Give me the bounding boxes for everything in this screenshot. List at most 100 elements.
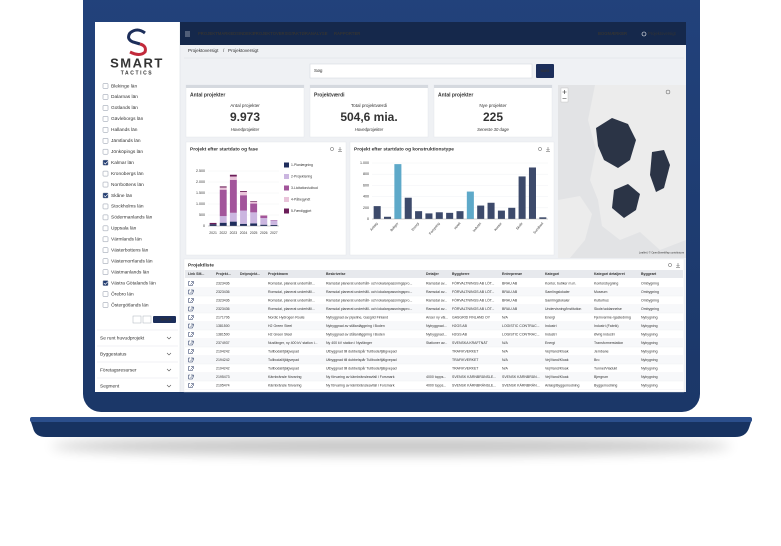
section-label[interactable]: Segment (100, 383, 120, 389)
checkmark (103, 193, 108, 198)
section-label[interactable]: Byggestatus (100, 351, 127, 357)
link-icon[interactable] (188, 357, 194, 363)
search-input[interactable] (309, 63, 533, 79)
checkbox[interactable] (102, 94, 109, 100)
checkbox[interactable] (102, 138, 109, 144)
link-icon[interactable] (188, 289, 194, 295)
table-cell: Undervisning/Institution (545, 307, 581, 311)
legend-label: 3-Licitation/udbud (291, 186, 318, 190)
nav-item[interactable]: AKTØRANALYSE (293, 31, 328, 36)
icon-button[interactable] (132, 315, 142, 324)
table-cell: Transformerstation (594, 341, 623, 345)
column-header[interactable]: Byggeart (641, 272, 657, 276)
link-icon[interactable] (188, 349, 194, 354)
table-download[interactable] (676, 263, 680, 268)
link-icon[interactable] (188, 298, 194, 303)
chart-zoom[interactable] (538, 147, 542, 151)
table-cell: BRAU AB (502, 281, 518, 285)
column-header[interactable]: Link SM... (188, 272, 204, 276)
checkbox[interactable] (102, 258, 109, 264)
column-header[interactable]: Projekt... (216, 272, 231, 276)
table-cell: Ramsdal av... (426, 298, 447, 302)
kpi-label: Antal projekter (230, 103, 260, 108)
checkbox[interactable] (102, 148, 109, 155)
menu-icon (185, 31, 190, 37)
chart-download[interactable] (546, 147, 550, 152)
kpi-card (433, 84, 553, 138)
link-icon[interactable] (188, 323, 194, 329)
link-icon[interactable] (188, 383, 194, 388)
column-header[interactable]: Delprojekt... (240, 272, 260, 276)
table-header (185, 270, 683, 278)
table-cell: SVENSK KÄRNBRÄN... (502, 375, 540, 379)
breadcrumb-current: Projektoversigt (228, 48, 259, 53)
checkbox[interactable] (102, 159, 109, 166)
section-label[interactable]: Se runt huvudprojekt (100, 335, 145, 341)
checkbox[interactable] (102, 247, 109, 253)
table-zoom[interactable] (668, 263, 672, 267)
nav-item[interactable]: PROJEKTOVERSIGT (253, 31, 295, 36)
region-label: Östergötlands län (111, 301, 149, 308)
link-icon[interactable] (188, 340, 194, 346)
checkbox[interactable] (102, 225, 109, 232)
column-header[interactable]: Kategori (545, 272, 559, 276)
kpi-card-bar (310, 85, 428, 88)
checkbox[interactable] (102, 127, 109, 133)
table-cell: 2323436 (216, 281, 230, 285)
link-icon[interactable] (188, 366, 194, 371)
checkbox[interactable] (102, 291, 109, 297)
chart-zoom[interactable] (330, 147, 334, 151)
checkbox[interactable] (102, 83, 109, 89)
nav-item[interactable]: RAPPORTER (334, 31, 360, 36)
checkbox[interactable] (102, 192, 109, 199)
search-button[interactable] (536, 64, 554, 78)
column-header[interactable]: Byggherre (452, 272, 470, 276)
column-header[interactable]: Entreprenør (502, 272, 523, 276)
chevron (166, 336, 172, 340)
bar (497, 210, 505, 219)
checkbox[interactable] (102, 203, 109, 210)
checkbox[interactable] (102, 105, 109, 111)
x-tick-label: Kontor (493, 221, 503, 232)
top-nav (180, 22, 686, 45)
bar-segment (219, 186, 227, 188)
x-tick-label: Sundhed (532, 222, 544, 235)
icon-button[interactable] (142, 315, 152, 324)
checkbox[interactable] (102, 170, 109, 177)
kpi-note: Hovedprojekter (355, 127, 384, 132)
map-search[interactable] (665, 89, 671, 95)
link-icon[interactable] (188, 281, 194, 286)
table-cell: Romsdal, planerat underhåll... (268, 307, 315, 311)
table-cell: Ny förvaring av kärnbränsleavfall i Fors… (326, 375, 395, 379)
nav-bookmarks[interactable]: BOGMÆRKER (598, 31, 627, 36)
chart-download[interactable] (338, 147, 342, 152)
checkbox[interactable] (102, 302, 109, 308)
checkbox[interactable] (102, 214, 109, 221)
breadcrumb[interactable]: Projektoversigt (188, 48, 219, 53)
checkbox[interactable] (102, 116, 109, 122)
link-icon[interactable] (188, 315, 194, 320)
checkbox[interactable] (102, 269, 109, 275)
table-cell: Tullbodal/tjälgvepad (268, 366, 299, 370)
link-icon[interactable] (188, 332, 194, 337)
column-header[interactable]: Kategori detaljeret (594, 272, 626, 276)
region-label: Västernorrlands län (111, 258, 153, 264)
nav-user[interactable]: Projektoversigt (648, 31, 677, 36)
checkbox[interactable] (102, 181, 109, 188)
table-cell: Nybygning (641, 341, 658, 345)
link-icon[interactable] (188, 374, 194, 380)
table-cell: Nusfänger, ny 400 kV station i... (268, 341, 317, 345)
map-zoom[interactable] (560, 87, 569, 103)
column-header[interactable]: Beskrivelse (326, 272, 346, 276)
table-cell: SVENSKA KRAFTNÄT (452, 341, 489, 345)
section-label[interactable]: Företagsresurser (100, 367, 137, 373)
apply-button[interactable] (153, 316, 176, 323)
table-cell: N/A (502, 358, 509, 362)
kpi-value: 504,6 mia. (340, 110, 397, 124)
checkbox[interactable] (102, 280, 109, 286)
column-header[interactable]: Projektnavn (268, 272, 288, 276)
nav-item[interactable]: PROJEKTMARKEDSINDEKS (198, 31, 255, 36)
column-header[interactable]: Detaljer (426, 272, 439, 276)
checkbox[interactable] (102, 236, 109, 243)
link-icon[interactable] (188, 306, 194, 312)
